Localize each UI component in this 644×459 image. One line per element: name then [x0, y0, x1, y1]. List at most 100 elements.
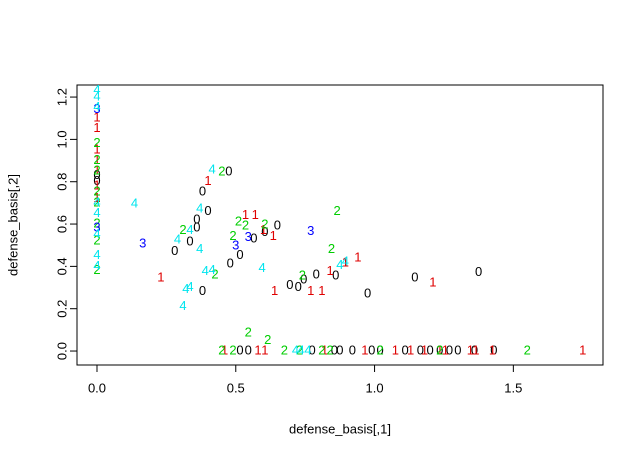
y-axis-label: defense_basis[,2] [5, 174, 20, 276]
point-label: 4 [182, 281, 189, 296]
point-label: 2 [93, 262, 100, 277]
point-label: 0 [236, 247, 243, 262]
point-label: 0 [245, 342, 252, 357]
x-tick-label: 0.0 [88, 380, 106, 395]
point-label: 4 [93, 99, 100, 114]
point-label: 0 [261, 224, 268, 239]
point-label: 3 [139, 236, 146, 251]
point-label: 1 [354, 249, 361, 264]
point-label: 2 [93, 184, 100, 199]
point-label: 0 [274, 218, 281, 233]
point-label: 0 [454, 342, 461, 357]
point-label: 4 [93, 258, 100, 273]
point-label: 2 [93, 215, 100, 230]
point-label: 4 [209, 262, 216, 277]
point-label: 2 [318, 342, 325, 357]
point-label: 1 [157, 269, 164, 284]
point-label: 0 [364, 285, 371, 300]
point-label: 4 [179, 298, 186, 313]
y-tick-label: 0.8 [54, 173, 69, 191]
point-label: 1 [242, 207, 249, 222]
point-label: 2 [328, 241, 335, 256]
point-label: 2 [229, 228, 236, 243]
point-label: 0 [490, 342, 497, 357]
point-label: 4 [336, 257, 343, 272]
x-tick-label: 1.5 [504, 380, 522, 395]
point-label: 1 [93, 120, 100, 135]
point-label: 4 [93, 205, 100, 220]
point-label: 1 [93, 141, 100, 156]
point-label: 1 [361, 342, 368, 357]
point-label: 4 [93, 194, 100, 209]
point-label: 0 [199, 283, 206, 298]
point-label: 0 [236, 342, 243, 357]
point-label: 4 [131, 195, 138, 210]
point-label: 1 [93, 110, 100, 125]
point-label: 1 [261, 342, 268, 357]
point-label: 2 [93, 232, 100, 247]
point-label: 0 [332, 267, 339, 282]
point-label: 0 [331, 342, 338, 357]
point-label: 1 [252, 207, 259, 222]
point-label: 0 [401, 342, 408, 357]
point-label: 1 [204, 173, 211, 188]
point-label: 1 [93, 177, 100, 192]
point-label: 3 [307, 223, 314, 238]
point-label: 2 [261, 217, 268, 232]
point-label: 1 [318, 283, 325, 298]
point-label: 1 [93, 190, 100, 205]
point-label: 0 [471, 342, 478, 357]
point-label: 2 [296, 342, 303, 357]
point-label: 4 [209, 162, 216, 177]
point-label: 1 [489, 342, 496, 357]
point-label: 0 [93, 167, 100, 182]
point-label: 2 [299, 267, 306, 282]
x-axis-label: defense_basis[,1] [289, 421, 391, 436]
point-label: 1 [407, 342, 414, 357]
point-label: 4 [93, 226, 100, 241]
point-label: 4 [93, 82, 100, 97]
point-label: 0 [193, 211, 200, 226]
point-label: 2 [524, 342, 531, 357]
point-label: 1 [93, 152, 100, 167]
point-label: 3 [93, 101, 100, 116]
point-label: 2 [327, 342, 334, 357]
y-tick-label: 0.6 [54, 215, 69, 233]
point-label: 1 [442, 342, 449, 357]
point-label: 2 [218, 342, 225, 357]
point-label: 4 [292, 342, 299, 357]
point-label: 2 [235, 213, 242, 228]
y-tick-label: 0.4 [54, 257, 69, 275]
point-label: 0 [204, 203, 211, 218]
point-label: 0 [286, 277, 293, 292]
point-label: 1 [467, 342, 474, 357]
point-label: 0 [186, 233, 193, 248]
point-label: 1 [421, 342, 428, 357]
point-label: 4 [186, 279, 193, 294]
point-label: 2 [376, 342, 383, 357]
point-label: 0 [336, 342, 343, 357]
point-label: 0 [376, 342, 383, 357]
point-label: 0 [93, 173, 100, 188]
point-label: 1 [271, 283, 278, 298]
point-label: 1 [429, 275, 436, 290]
point-label: 2 [93, 194, 100, 209]
point-label: 2 [211, 266, 218, 281]
point-label: 0 [475, 264, 482, 279]
point-label: 1 [436, 342, 443, 357]
point-label: 3 [245, 229, 252, 244]
point-label: 4 [202, 263, 209, 278]
point-label: 0 [417, 342, 424, 357]
point-label: 0 [295, 279, 302, 294]
point-label: 4 [93, 89, 100, 104]
point-label: 0 [349, 342, 356, 357]
point-label: 3 [232, 238, 239, 253]
point-label: 0 [171, 243, 178, 258]
point-label: 0 [313, 266, 320, 281]
point-label: 4 [304, 342, 311, 357]
point-label: 1 [321, 342, 328, 357]
point-label: 0 [227, 256, 234, 271]
point-label: 1 [221, 342, 228, 357]
point-label: 2 [264, 332, 271, 347]
point-label: 1 [93, 163, 100, 178]
